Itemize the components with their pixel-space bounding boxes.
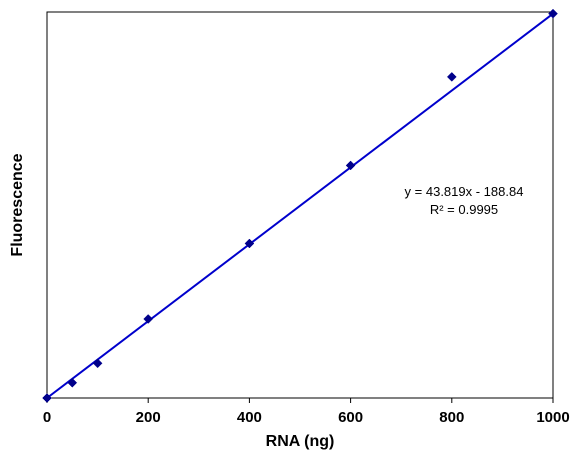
x-tick-label: 1000 — [536, 409, 569, 426]
trendline-equation: y = 43.819x - 188.84 — [405, 184, 524, 199]
data-point — [42, 393, 52, 403]
data-point — [345, 160, 356, 171]
data-points — [42, 8, 558, 403]
x-tick-label: 200 — [136, 409, 161, 426]
data-point — [244, 238, 255, 249]
data-point — [143, 314, 154, 324]
x-tick-label: 400 — [237, 409, 262, 426]
x-axis-ticks — [46, 398, 554, 403]
y-axis-title: Fluorescence — [9, 153, 26, 256]
trendline-r-squared: R² = 0.9995 — [430, 202, 498, 217]
data-point — [67, 377, 78, 388]
x-tick-label: 0 — [43, 409, 51, 426]
x-tick-label: 600 — [338, 409, 363, 426]
data-point — [92, 358, 103, 369]
trendline — [46, 12, 554, 399]
data-point — [548, 8, 558, 19]
x-axis-tick-labels: 0 200 400 600 800 1000 — [43, 409, 570, 426]
x-tick-label: 800 — [439, 409, 464, 426]
data-point — [446, 72, 457, 82]
x-axis-title: RNA (ng) — [266, 433, 335, 450]
